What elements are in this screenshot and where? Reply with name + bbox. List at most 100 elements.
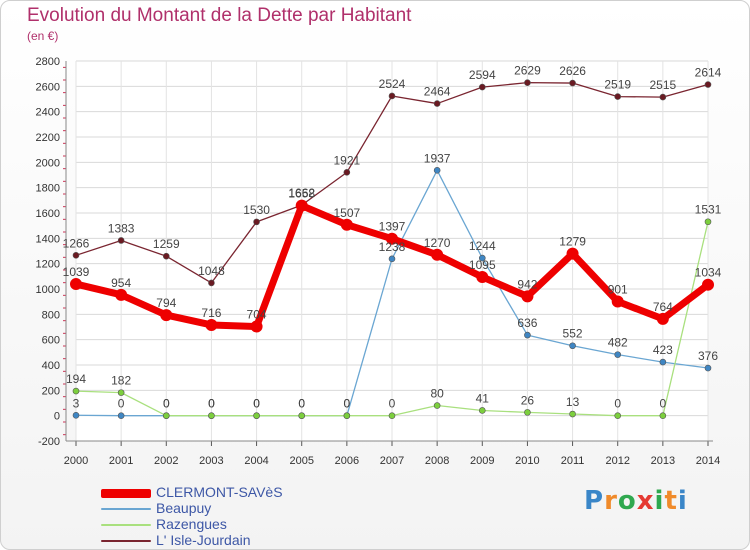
data-label: 0 bbox=[298, 397, 305, 411]
data-label: 1270 bbox=[424, 236, 451, 250]
data-label: 2614 bbox=[695, 66, 722, 80]
data-point bbox=[569, 410, 576, 418]
logo-letter: i bbox=[677, 486, 688, 516]
data-label: 1658 bbox=[288, 187, 315, 201]
legend-swatch bbox=[101, 524, 151, 526]
y-tick-label: 2200 bbox=[36, 132, 60, 144]
x-tick-label: 2013 bbox=[651, 455, 675, 467]
y-tick-label: 2600 bbox=[36, 81, 60, 93]
data-label: 1039 bbox=[63, 265, 90, 279]
data-point bbox=[208, 279, 215, 287]
x-tick-label: 2009 bbox=[470, 455, 494, 467]
legend-label: L' Isle-Jourdain bbox=[156, 532, 251, 548]
data-point bbox=[72, 252, 80, 259]
y-tick-label: 600 bbox=[42, 335, 60, 347]
y-tick-label: 2800 bbox=[36, 56, 60, 68]
data-point bbox=[72, 387, 80, 395]
data-label: 2519 bbox=[604, 78, 631, 92]
data-point bbox=[117, 412, 125, 419]
x-tick-label: 2008 bbox=[425, 455, 449, 467]
proxiti-logo: Proxiti bbox=[584, 486, 688, 516]
x-tick-label: 2012 bbox=[605, 455, 629, 467]
data-label: 1238 bbox=[379, 240, 406, 254]
data-point bbox=[656, 312, 669, 325]
grid-lines bbox=[75, 60, 709, 442]
y-tick-label: 1400 bbox=[36, 233, 60, 245]
y-tick-label: -200 bbox=[38, 436, 60, 448]
data-point bbox=[70, 278, 82, 291]
x-tick-label: 2003 bbox=[199, 455, 223, 467]
data-point bbox=[521, 290, 534, 303]
data-point bbox=[659, 93, 667, 101]
legend-swatch bbox=[101, 508, 151, 510]
data-point bbox=[524, 409, 531, 416]
data-point bbox=[162, 252, 170, 260]
legend-swatch bbox=[101, 488, 151, 498]
data-point bbox=[433, 100, 441, 107]
data-point bbox=[295, 199, 308, 212]
data-label: 41 bbox=[476, 391, 490, 405]
data-label: 0 bbox=[614, 397, 621, 411]
y-tick-label: 2400 bbox=[36, 107, 60, 119]
data-label: 0 bbox=[344, 397, 351, 411]
data-label: 3 bbox=[73, 396, 80, 410]
legend-label: CLERMONT-SAVèS bbox=[156, 484, 283, 500]
data-point bbox=[704, 364, 712, 372]
logo-letter: P bbox=[584, 486, 605, 516]
x-tick-label: 2004 bbox=[244, 455, 268, 467]
legend-swatch bbox=[101, 540, 151, 542]
logo-letter: r bbox=[604, 486, 618, 516]
data-label: 2594 bbox=[469, 68, 496, 82]
data-label: 764 bbox=[653, 300, 673, 314]
data-label: 0 bbox=[298, 397, 305, 411]
data-label: 80 bbox=[430, 387, 444, 401]
logo-letter: o bbox=[617, 486, 637, 516]
data-label: 2524 bbox=[379, 77, 406, 91]
data-label: 423 bbox=[653, 343, 673, 357]
x-tick-label: 2001 bbox=[109, 455, 133, 467]
data-label: 1383 bbox=[108, 221, 135, 235]
data-label: 1397 bbox=[379, 220, 406, 234]
data-label: 794 bbox=[156, 296, 176, 310]
data-point bbox=[704, 81, 712, 88]
data-point bbox=[614, 351, 622, 358]
data-point bbox=[569, 79, 576, 87]
series-lines bbox=[70, 79, 714, 419]
data-label: 1937 bbox=[424, 151, 451, 165]
data-label: 0 bbox=[163, 397, 170, 411]
data-label: 636 bbox=[517, 316, 537, 330]
data-point bbox=[117, 389, 125, 396]
data-label: 954 bbox=[111, 276, 131, 290]
data-point bbox=[117, 237, 125, 244]
data-label: 2464 bbox=[424, 85, 451, 99]
data-label: 1266 bbox=[63, 236, 90, 250]
chart-subtitle: (en €) bbox=[27, 29, 59, 43]
chart-title: Evolution du Montant de la Dette par Hab… bbox=[27, 5, 412, 26]
data-point bbox=[250, 320, 263, 333]
data-point bbox=[478, 407, 486, 414]
data-point bbox=[659, 358, 667, 366]
logo-letter: x bbox=[636, 486, 655, 516]
data-label: 1507 bbox=[334, 206, 361, 220]
data-point bbox=[566, 247, 579, 260]
y-tick-label: 1200 bbox=[36, 259, 60, 271]
data-point bbox=[388, 255, 396, 263]
data-point bbox=[162, 412, 170, 419]
data-label: 1279 bbox=[559, 235, 586, 249]
y-tick-label: 400 bbox=[42, 360, 60, 372]
data-label: 2629 bbox=[514, 64, 541, 78]
data-label: 2626 bbox=[559, 64, 586, 78]
data-point bbox=[524, 331, 531, 339]
data-label: 0 bbox=[344, 397, 351, 411]
data-label: 0 bbox=[118, 397, 125, 411]
data-label: 1048 bbox=[198, 264, 225, 278]
data-point bbox=[524, 79, 531, 86]
data-point bbox=[72, 411, 80, 419]
data-label: 13 bbox=[566, 395, 580, 409]
data-label: 552 bbox=[563, 327, 583, 341]
data-point bbox=[343, 169, 351, 176]
data-point bbox=[476, 270, 489, 283]
data-label: 0 bbox=[208, 397, 215, 411]
data-point bbox=[208, 412, 215, 419]
